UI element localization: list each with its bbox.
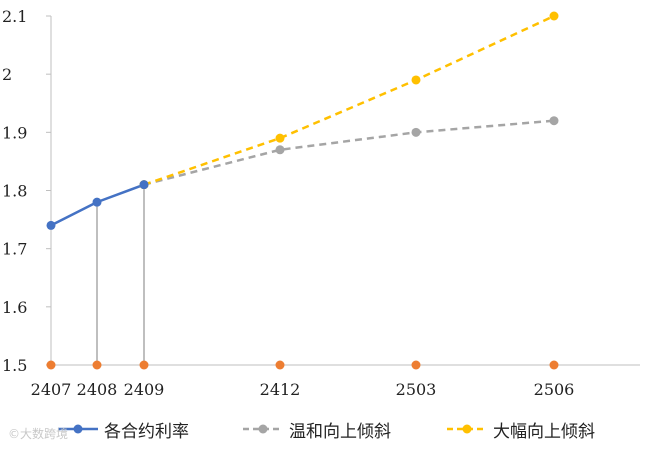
series-2-point-3	[549, 11, 559, 21]
y-tick-label-5: 2	[2, 65, 12, 84]
baseline-marker-5	[549, 360, 559, 370]
series-2-point-1	[275, 133, 285, 143]
series-group	[46, 11, 559, 230]
series-line-2	[143, 14, 555, 186]
x-tick-label-5: 2506	[534, 380, 575, 399]
x-tick-label-1: 2408	[77, 380, 118, 399]
y-tick-label-0: 1.5	[2, 356, 27, 375]
baseline-marker-4	[411, 360, 421, 370]
series-0-point-1	[92, 197, 102, 207]
baseline-marker-2	[139, 360, 149, 370]
legend-item-1: 温和向上倾斜	[243, 412, 391, 446]
x-tick-label-2: 2409	[124, 380, 165, 399]
legend-label-0: 各合约利率	[104, 421, 189, 442]
legend-swatch-1	[243, 424, 283, 434]
watermark: ©大数跨境	[8, 427, 69, 441]
legend-label-2: 大幅向上倾斜	[493, 421, 595, 442]
x-tick-label-3: 2412	[260, 380, 301, 399]
series-2-point-2	[411, 75, 421, 85]
series-line-1	[143, 119, 555, 186]
y-tick-label-3: 1.8	[2, 182, 27, 201]
baseline-marker-1	[92, 360, 102, 370]
legend-item-0: 各合约利率	[58, 412, 189, 446]
baseline-marker-3	[275, 360, 285, 370]
line-chart: 1.5 1.6 1.7 1.8 1.9 2 2.1 2407 2408 2409 2412 2503 2…	[2, 7, 640, 399]
y-tick-label-6: 2.1	[2, 7, 27, 26]
series-0-point-0	[46, 220, 56, 230]
x-tick-label-4: 2503	[396, 380, 437, 399]
series-1-point-3	[549, 116, 559, 126]
y-tick-label-4: 1.9	[2, 123, 27, 142]
x-tick-label-0: 2407	[31, 380, 72, 399]
series-1-point-2	[411, 127, 421, 137]
y-tick-label-2: 1.7	[2, 240, 27, 259]
legend-label-1: 温和向上倾斜	[289, 421, 391, 442]
axes	[46, 15, 640, 366]
baseline-markers	[46, 360, 559, 370]
series-1-point-1	[275, 145, 285, 155]
series-0-point-2	[139, 180, 149, 190]
legend-swatch-0	[58, 424, 98, 434]
legend-swatch-2	[447, 424, 487, 434]
legend-item-2: 大幅向上倾斜	[447, 412, 595, 446]
y-tick-label-1: 1.6	[2, 298, 27, 317]
tick-labels: 1.5 1.6 1.7 1.8 1.9 2 2.1 2407 2408 2409 2412 2503 2…	[2, 7, 574, 399]
baseline-marker-0	[46, 360, 56, 370]
legend: 各合约利率 温和向上倾斜 大幅向上倾斜	[0, 412, 655, 446]
drop-lines	[96, 184, 145, 365]
